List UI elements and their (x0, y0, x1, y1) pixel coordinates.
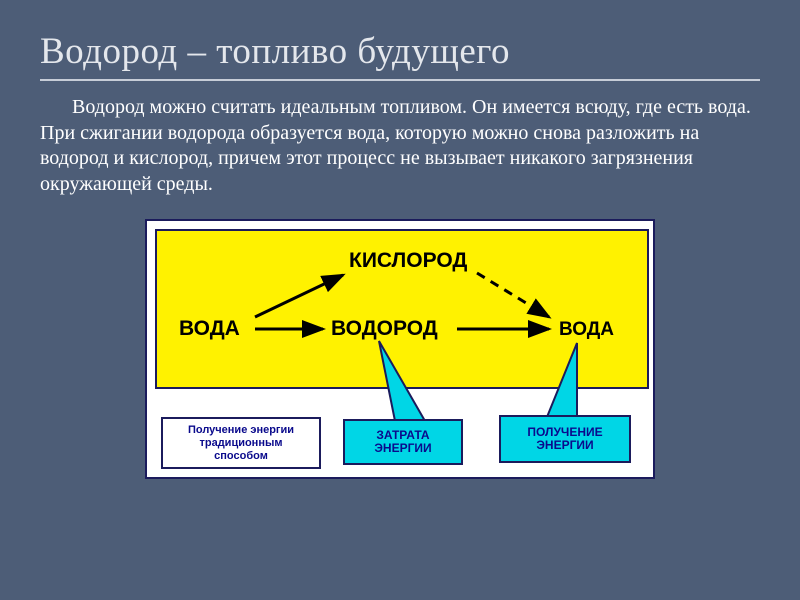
node-hydrogen: ВОДОРОД (331, 317, 438, 341)
hydrogen-cycle-diagram: ВОДА ВОДОРОД КИСЛОРОД ВОДА Получение эне… (145, 219, 655, 479)
slide-title: Водород – топливо будущего (40, 30, 760, 73)
box-energy-cost: ЗАТРАТАЭНЕРГИИ (343, 419, 463, 465)
node-water-right: ВОДА (559, 319, 614, 341)
node-oxygen: КИСЛОРОД (349, 249, 467, 273)
diagram-container: ВОДА ВОДОРОД КИСЛОРОД ВОДА Получение эне… (40, 219, 760, 479)
box-traditional-energy: Получение энергиитрадиционнымспособом (161, 417, 321, 469)
slide-paragraph: Водород можно считать идеальным топливом… (40, 95, 760, 197)
title-rule (40, 79, 760, 81)
box-energy-gain: ПОЛУЧЕНИЕЭНЕРГИИ (499, 415, 631, 463)
node-water-left: ВОДА (179, 317, 240, 341)
